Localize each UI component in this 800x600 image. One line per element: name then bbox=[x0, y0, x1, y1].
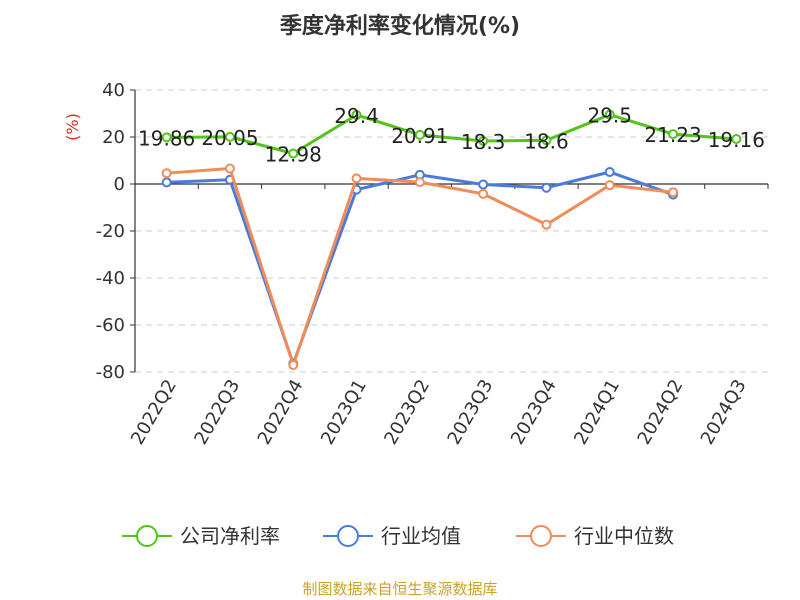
data-label: 21.23 bbox=[644, 123, 701, 147]
x-tick-label: 2024Q2 bbox=[633, 376, 687, 448]
data-point bbox=[161, 168, 172, 179]
data-point bbox=[224, 131, 235, 142]
data-point bbox=[541, 182, 552, 193]
x-tick-label: 2024Q3 bbox=[697, 376, 751, 448]
y-tick-label: -20 bbox=[96, 221, 125, 242]
data-point bbox=[288, 148, 299, 159]
data-point bbox=[351, 109, 362, 120]
x-tick-label: 2024Q1 bbox=[570, 376, 624, 448]
data-label: 20.91 bbox=[391, 124, 448, 148]
data-point bbox=[604, 109, 615, 120]
x-tick-label: 2023Q3 bbox=[444, 376, 498, 448]
source-note: 制图数据来自恒生聚源数据库 bbox=[302, 580, 497, 598]
data-point bbox=[351, 173, 362, 184]
x-tick-label: 2023Q1 bbox=[317, 376, 371, 448]
data-point bbox=[604, 180, 615, 191]
x-tick-label: 2022Q4 bbox=[254, 376, 308, 448]
legend-marker bbox=[136, 525, 158, 547]
data-point bbox=[478, 179, 489, 190]
data-point bbox=[541, 219, 552, 230]
chart-title: 季度净利率变化情况(%) bbox=[280, 13, 520, 39]
x-tick-label: 2022Q2 bbox=[127, 376, 181, 448]
legend-marker bbox=[337, 525, 359, 547]
data-point bbox=[414, 129, 425, 140]
data-point bbox=[541, 135, 552, 146]
data-label: 19.86 bbox=[138, 126, 195, 150]
x-tick-label: 2022Q3 bbox=[190, 376, 244, 448]
data-point bbox=[478, 188, 489, 199]
data-label: 18.6 bbox=[524, 129, 569, 153]
data-point bbox=[731, 133, 742, 144]
data-label: 12.98 bbox=[265, 142, 322, 166]
data-point bbox=[668, 129, 679, 140]
series-line bbox=[166, 113, 737, 155]
data-point bbox=[224, 163, 235, 174]
y-tick-label: -40 bbox=[96, 268, 125, 289]
legend-label: 公司净利率 bbox=[180, 524, 280, 548]
data-point bbox=[604, 167, 615, 178]
data-point bbox=[668, 187, 679, 198]
data-point bbox=[161, 177, 172, 188]
x-tick-label: 2023Q4 bbox=[507, 376, 561, 448]
data-label: 29.4 bbox=[334, 104, 379, 128]
legend-marker bbox=[530, 525, 552, 547]
data-point bbox=[288, 359, 299, 370]
series-layer bbox=[161, 109, 742, 370]
data-label: 19.16 bbox=[708, 128, 765, 152]
legend-label: 行业均值 bbox=[381, 524, 461, 548]
series-line bbox=[166, 166, 674, 367]
data-label: 18.3 bbox=[461, 130, 506, 154]
y-tick-label: -80 bbox=[96, 362, 125, 383]
legend: 公司净利率 行业均值 行业中位数 bbox=[122, 524, 674, 548]
y-tick-label: 20 bbox=[102, 127, 125, 148]
data-label-layer: 19.86 20.05 12.98 29.4 20.91 18.3 18.6 29.5 21.2… bbox=[138, 104, 765, 167]
legend-label: 行业中位数 bbox=[574, 524, 674, 548]
series-line bbox=[166, 170, 674, 366]
y-tick-label: -60 bbox=[96, 315, 125, 336]
data-point bbox=[414, 177, 425, 188]
x-tick-label: 2023Q2 bbox=[380, 376, 434, 448]
data-point bbox=[161, 132, 172, 143]
y-tick-label: 0 bbox=[114, 174, 125, 195]
y-axis-unit: (%) bbox=[63, 113, 82, 141]
data-point bbox=[478, 135, 489, 146]
data-label: 20.05 bbox=[201, 126, 258, 150]
data-label: 29.5 bbox=[587, 104, 632, 128]
y-tick-label: 40 bbox=[102, 80, 125, 101]
